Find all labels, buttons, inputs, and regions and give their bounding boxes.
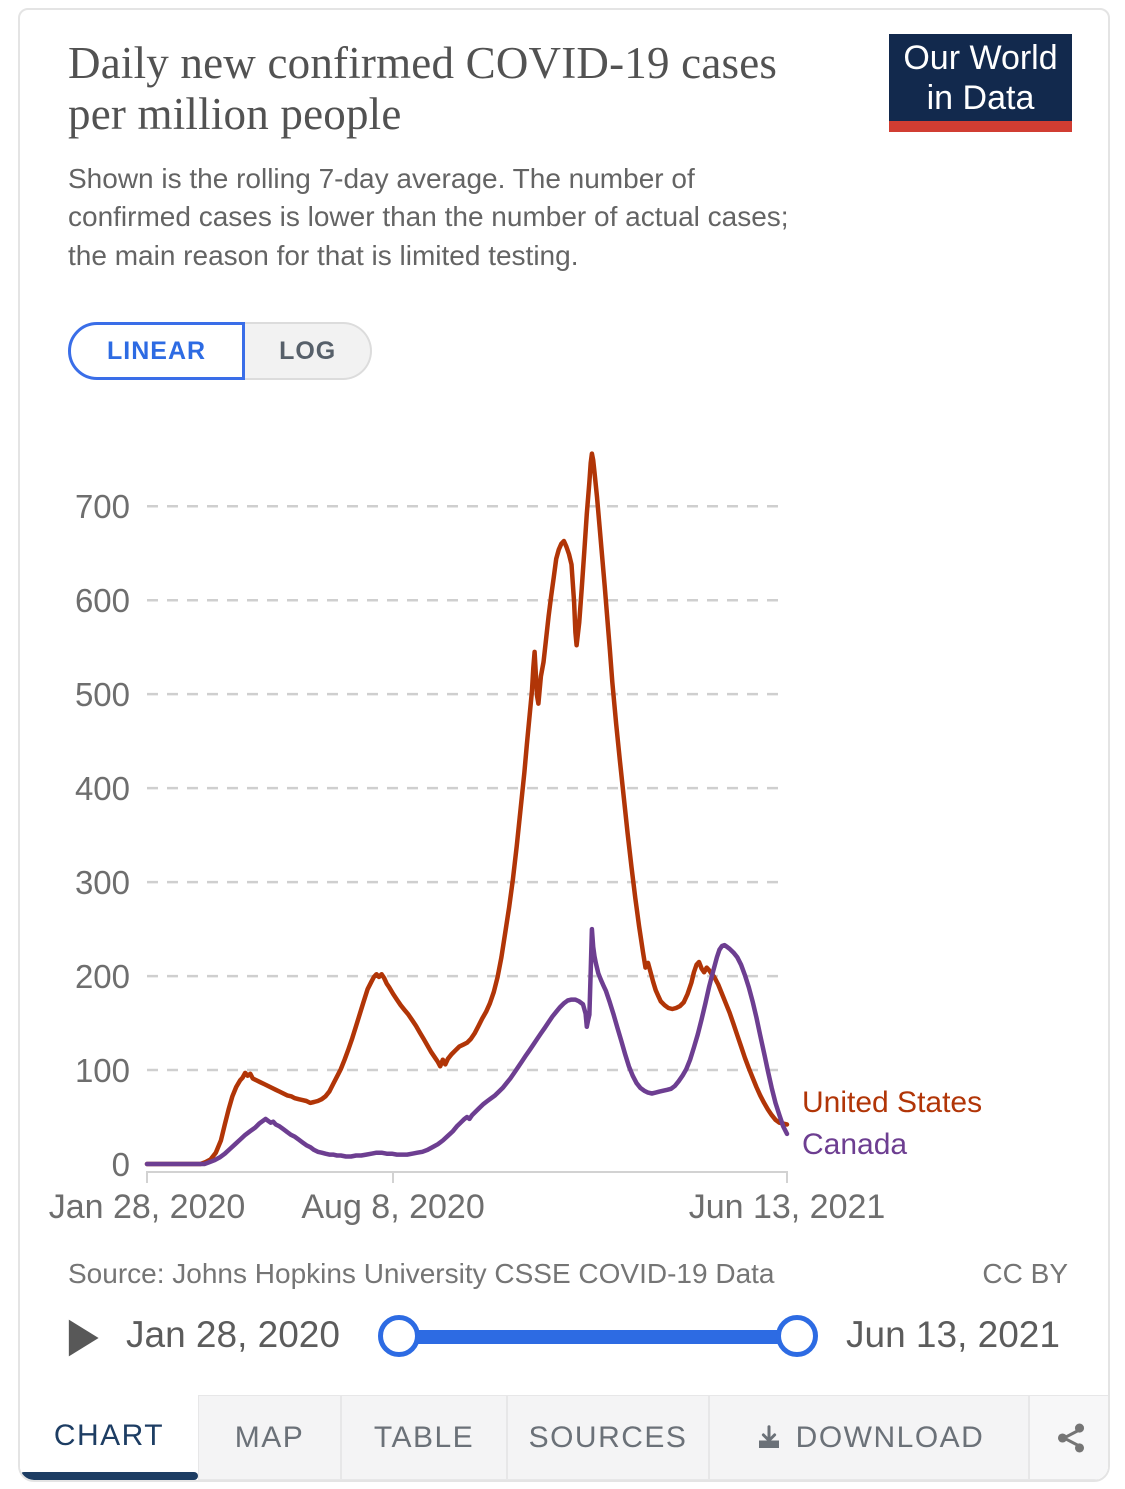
slider-handle-start[interactable] <box>378 1315 420 1357</box>
bottom-tab-bar: CHART MAP TABLE SOURCES DOWNLOAD <box>20 1392 1108 1480</box>
x-axis-label: Aug 8, 2020 <box>301 1188 485 1226</box>
slider-handle-end[interactable] <box>776 1315 818 1357</box>
tab-chart[interactable]: CHART <box>20 1392 198 1480</box>
legend-united-states: United States <box>802 1086 983 1119</box>
y-axis-label: 400 <box>74 770 130 808</box>
share-icon <box>1057 1423 1084 1452</box>
x-axis-tick <box>392 1171 395 1183</box>
x-axis-tick <box>146 1171 148 1183</box>
scale-toggle: LINEAR LOG <box>68 322 373 380</box>
logo-line1: Our World <box>903 38 1058 77</box>
owid-chart-card: Daily new confirmed COVID-19 cases per m… <box>18 8 1110 1482</box>
legend-canada: Canada <box>802 1128 908 1161</box>
timeline-end-date: Jun 13, 2021 <box>846 1314 1060 1355</box>
linear-button[interactable]: LINEAR <box>68 322 246 380</box>
line-chart: United States Canada 0 100 200 300 400 500 600… <box>20 440 1108 1230</box>
timeline-slider[interactable] <box>378 1314 818 1360</box>
play-button[interactable] <box>66 1318 100 1358</box>
timeline-start-date: Jan 28, 2020 <box>126 1314 340 1355</box>
download-icon <box>758 1424 779 1448</box>
tab-map[interactable]: MAP <box>198 1395 341 1480</box>
log-button[interactable]: LOG <box>245 322 373 380</box>
page-title: Daily new confirmed COVID-19 cases per m… <box>68 38 778 140</box>
timeline: Jan 28, 2020 Jun 13, 2021 <box>20 1306 1108 1376</box>
y-axis-label: 600 <box>74 582 130 620</box>
source-row: Source: Johns Hopkins University CSSE CO… <box>68 1258 1068 1290</box>
x-axis-label: Jun 13, 2021 <box>688 1188 886 1226</box>
y-axis-label: 0 <box>111 1146 130 1183</box>
line-canada <box>144 926 790 1167</box>
chart-subtitle: Shown is the rolling 7-day average. The … <box>68 163 789 271</box>
x-axis-tick <box>786 1171 788 1183</box>
x-axis-label: Jan 28, 2020 <box>48 1188 246 1226</box>
line-united-states <box>144 451 790 1167</box>
owid-logo: Our World in Data <box>889 34 1072 132</box>
logo-line2: in Data <box>926 79 1035 117</box>
logo-red-strip <box>889 121 1072 132</box>
y-axis-label: 500 <box>74 676 130 714</box>
y-axis-label: 200 <box>74 958 130 996</box>
slider-track[interactable] <box>394 1330 802 1344</box>
source-label: Source: Johns Hopkins University CSSE CO… <box>68 1258 775 1289</box>
y-axis-label: 100 <box>74 1052 130 1090</box>
tab-download-label: DOWNLOAD <box>795 1420 985 1454</box>
chart-plot-area <box>144 451 790 1167</box>
tab-table[interactable]: TABLE <box>341 1395 507 1480</box>
tab-download[interactable]: DOWNLOAD <box>709 1395 1029 1480</box>
share-button[interactable] <box>1029 1395 1108 1480</box>
y-axis-label: 300 <box>74 864 130 902</box>
license-label: CC BY <box>982 1258 1068 1289</box>
y-axis-label: 700 <box>74 488 130 526</box>
tab-sources[interactable]: SOURCES <box>507 1395 709 1480</box>
x-axis-line <box>147 1171 788 1173</box>
